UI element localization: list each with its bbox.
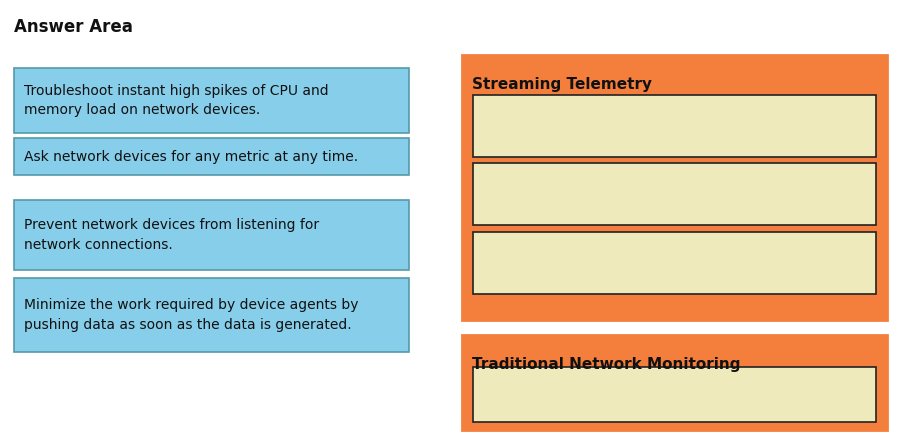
FancyBboxPatch shape (14, 278, 409, 352)
FancyBboxPatch shape (473, 163, 876, 225)
FancyBboxPatch shape (14, 68, 409, 133)
Text: Prevent network devices from listening for
network connections.: Prevent network devices from listening f… (24, 218, 320, 252)
FancyBboxPatch shape (14, 200, 409, 270)
Text: Traditional Network Monitoring: Traditional Network Monitoring (472, 357, 741, 372)
FancyBboxPatch shape (14, 138, 409, 175)
Text: Streaming Telemetry: Streaming Telemetry (472, 77, 652, 92)
Text: Answer Area: Answer Area (14, 18, 133, 36)
FancyBboxPatch shape (462, 335, 887, 430)
Text: Troubleshoot instant high spikes of CPU and
memory load on network devices.: Troubleshoot instant high spikes of CPU … (24, 84, 328, 117)
FancyBboxPatch shape (473, 367, 876, 422)
Text: Ask network devices for any metric at any time.: Ask network devices for any metric at an… (24, 149, 358, 163)
FancyBboxPatch shape (473, 232, 876, 294)
FancyBboxPatch shape (473, 95, 876, 157)
Text: Minimize the work required by device agents by
pushing data as soon as the data : Minimize the work required by device age… (24, 298, 358, 332)
FancyBboxPatch shape (462, 55, 887, 320)
